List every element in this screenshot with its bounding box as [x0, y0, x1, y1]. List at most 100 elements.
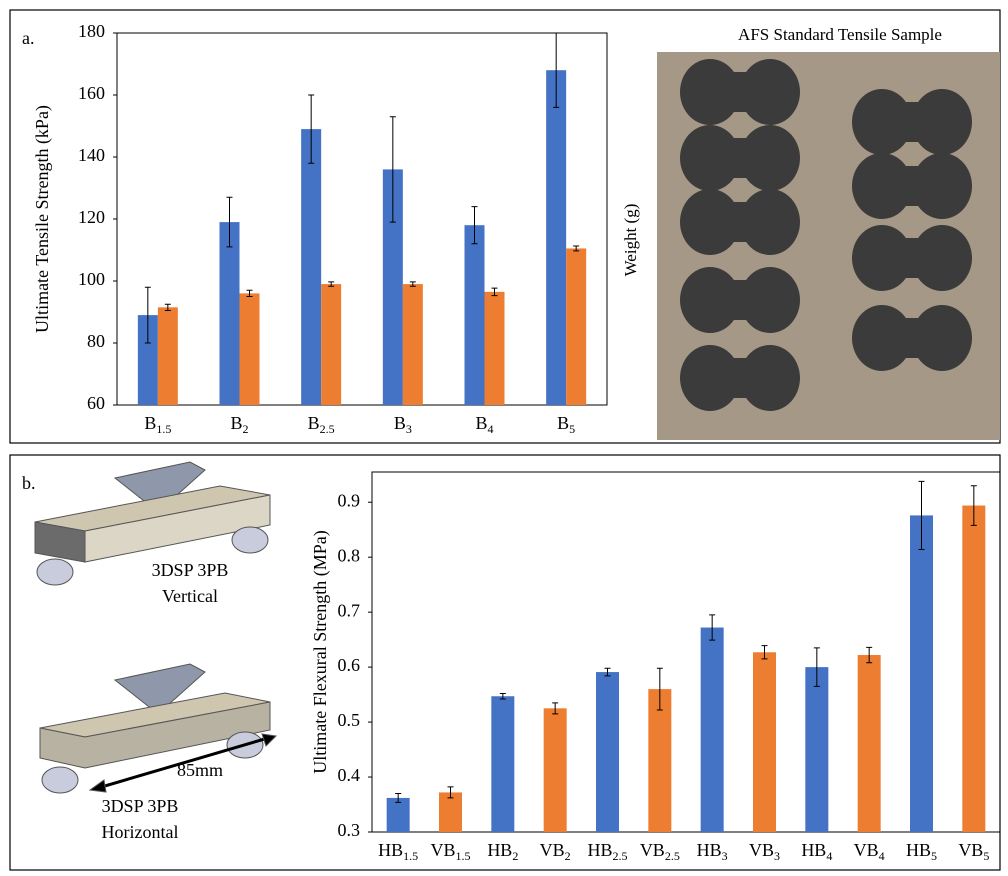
- x-tick-sub: 1.5: [403, 849, 418, 863]
- sample-neck: [710, 202, 770, 242]
- bar: [910, 515, 933, 832]
- x-tick-sub: 1.5: [456, 849, 471, 863]
- y-tick-label: 160: [78, 83, 105, 103]
- page: a. b. AFS Standard Tensile Sample Weight…: [0, 0, 1008, 876]
- bar: [805, 667, 828, 832]
- photo-title: AFS Standard Tensile Sample: [738, 25, 942, 44]
- bar: [220, 222, 240, 405]
- y-tick-label: 100: [78, 269, 105, 289]
- x-tick-sub: 2: [565, 849, 571, 863]
- y-axis-label: Ultimate Tensile Strength (kPa): [32, 105, 53, 333]
- x-tick-sub: 5: [569, 422, 575, 436]
- plot-frame: [117, 33, 607, 405]
- x-tick-sub: 3: [722, 849, 728, 863]
- x-tick-sub: 2.5: [613, 849, 628, 863]
- x-tick-sub: 3: [774, 849, 780, 863]
- x-tick-main: VB: [958, 840, 983, 860]
- y-tick-label: 0.8: [338, 545, 361, 565]
- bar: [544, 708, 567, 832]
- y-tick-label: 0.6: [338, 655, 361, 675]
- x-tick-label: HB4: [801, 840, 832, 863]
- x-tick-label: VB2.5: [640, 840, 680, 863]
- bar: [701, 628, 724, 832]
- x-tick-main: HB: [378, 840, 403, 860]
- x-tick-label: VB4: [854, 840, 885, 863]
- y-axis-label: Ultimate Flexural Strength (MPa): [310, 530, 331, 773]
- x-tick-main: B: [394, 413, 406, 433]
- x-tick-label: HB2.5: [587, 840, 627, 863]
- x-tick-label: VB3: [749, 840, 780, 863]
- diagram-label: Horizontal: [102, 822, 179, 842]
- bar: [596, 672, 619, 832]
- x-tick-label: B2.5: [308, 413, 335, 436]
- x-tick-sub: 4: [826, 849, 832, 863]
- x-tick-main: VB: [854, 840, 879, 860]
- y-tick-label: 60: [87, 393, 105, 413]
- bar: [546, 70, 566, 405]
- bar: [858, 655, 881, 832]
- x-tick-main: B: [144, 413, 156, 433]
- bar: [566, 248, 586, 405]
- x-tick-sub: 1.5: [156, 422, 171, 436]
- x-tick-main: HB: [697, 840, 722, 860]
- y-tick-label: 180: [78, 21, 105, 41]
- x-tick-label: B2: [230, 413, 248, 436]
- x-tick-label: B5: [557, 413, 575, 436]
- bar: [403, 284, 423, 405]
- arrow-head: [90, 780, 106, 792]
- bar: [465, 225, 485, 405]
- x-tick-main: VB: [430, 840, 455, 860]
- x-tick-sub: 2.5: [320, 422, 335, 436]
- sample-neck: [882, 102, 942, 142]
- x-tick-label: HB2: [487, 840, 518, 863]
- x-tick-label: B1.5: [144, 413, 171, 436]
- x-tick-main: VB: [749, 840, 774, 860]
- plot-frame: [372, 472, 1000, 832]
- x-tick-main: HB: [906, 840, 931, 860]
- diagram-label: 3DSP 3PB: [102, 796, 179, 816]
- x-tick-main: B: [308, 413, 320, 433]
- x-tick-label: B3: [394, 413, 412, 436]
- x-tick-sub: 2: [243, 422, 249, 436]
- panel-label: b.: [22, 473, 36, 493]
- bar: [321, 284, 341, 405]
- sample-neck: [710, 138, 770, 178]
- roller: [232, 527, 268, 553]
- x-tick-label: VB2: [540, 840, 571, 863]
- sample-neck: [710, 358, 770, 398]
- y-tick-label: 0.3: [338, 820, 361, 840]
- x-tick-main: HB: [587, 840, 612, 860]
- y-tick-label: 0.4: [338, 765, 361, 785]
- diagram-label: 85mm: [177, 760, 223, 780]
- sample-neck: [882, 238, 942, 278]
- sample-neck: [710, 72, 770, 112]
- x-tick-sub: 4: [879, 849, 885, 863]
- diagram: [35, 462, 276, 793]
- sample-neck: [710, 280, 770, 320]
- x-tick-sub: 4: [488, 422, 494, 436]
- figure: a. b. AFS Standard Tensile Sample Weight…: [0, 0, 1008, 876]
- roller: [42, 767, 78, 793]
- x-tick-label: VB5: [958, 840, 989, 863]
- x-tick-sub: 2: [512, 849, 518, 863]
- x-tick-sub: 2.5: [665, 849, 680, 863]
- x-tick-sub: 3: [406, 422, 412, 436]
- bar: [648, 689, 671, 832]
- y-tick-label: 0.9: [338, 490, 361, 510]
- roller: [37, 559, 73, 585]
- y-tick-label: 140: [78, 145, 105, 165]
- bar: [485, 292, 505, 405]
- photo-side-label: Weight (g): [621, 204, 640, 277]
- diagram-label: 3DSP 3PB: [152, 560, 229, 580]
- bar: [753, 652, 776, 832]
- x-tick-label: HB1.5: [378, 840, 418, 863]
- x-tick-label: VB1.5: [430, 840, 470, 863]
- panel-label: a.: [22, 28, 35, 48]
- y-tick-label: 0.7: [338, 600, 361, 620]
- x-tick-main: HB: [487, 840, 512, 860]
- x-tick-main: B: [557, 413, 569, 433]
- bar: [491, 696, 514, 832]
- y-tick-label: 120: [78, 207, 105, 227]
- x-tick-main: HB: [801, 840, 826, 860]
- x-tick-sub: 5: [983, 849, 989, 863]
